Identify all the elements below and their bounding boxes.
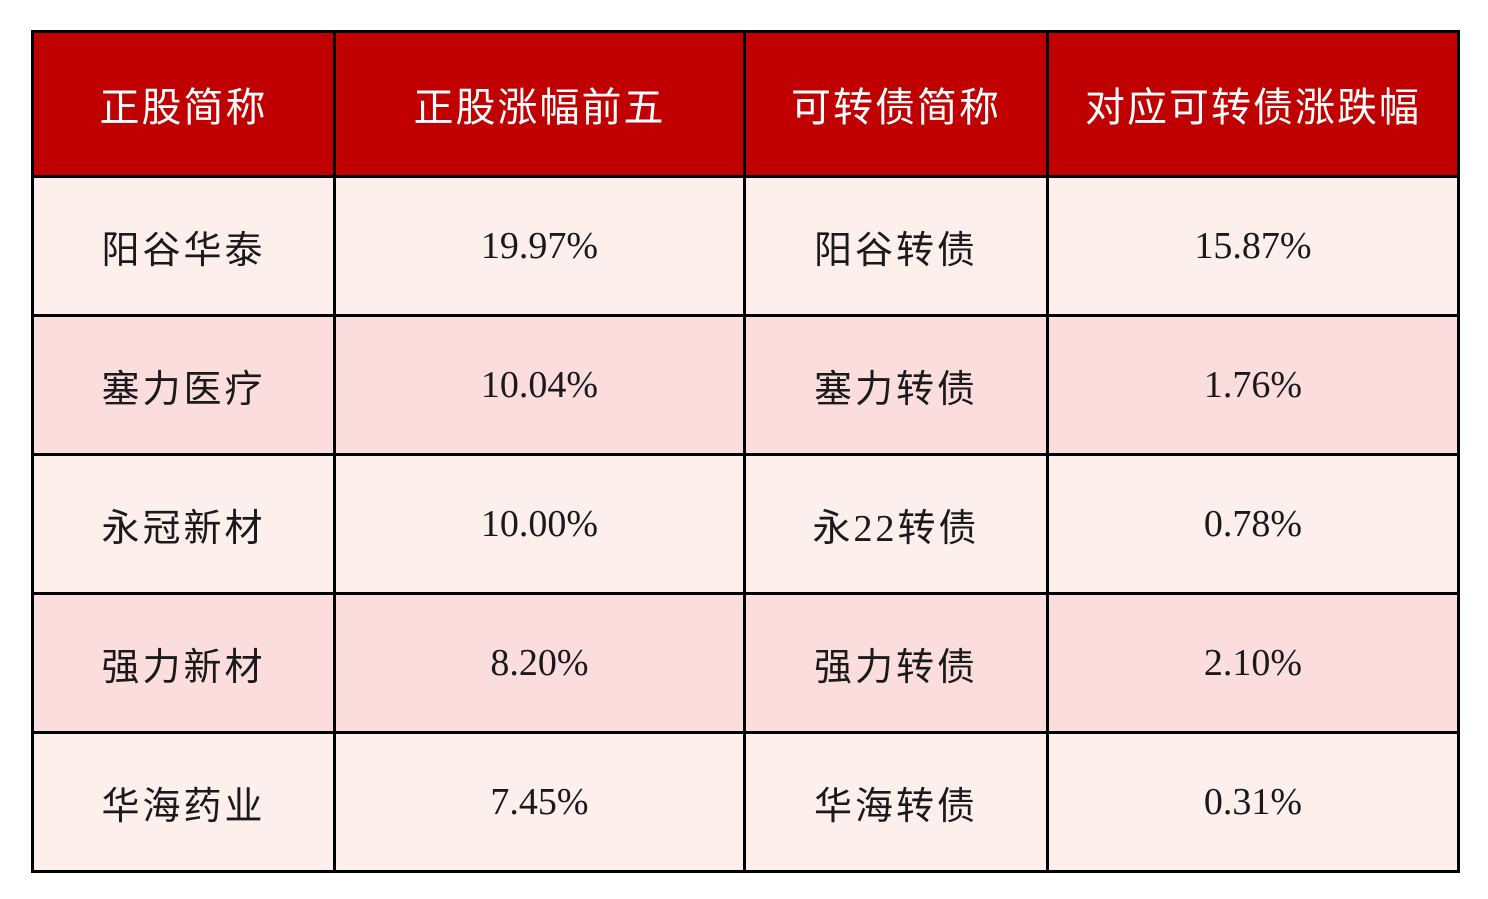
cell-stock-name: 华海药业 <box>31 731 336 873</box>
column-header-stock-change: 正股涨幅前五 <box>333 30 746 178</box>
cell-bond-change: 2.10% <box>1046 592 1460 734</box>
cell-bond-name: 永22转债 <box>743 453 1049 595</box>
table-container: 正股简称 正股涨幅前五 可转债简称 对应可转债涨跌幅 阳谷华泰 19.97% 阳… <box>31 30 1460 873</box>
cell-stock-change: 10.00% <box>333 453 746 595</box>
column-header-bond-change: 对应可转债涨跌幅 <box>1046 30 1460 178</box>
cell-bond-change: 15.87% <box>1046 175 1460 317</box>
column-header-bond-name: 可转债简称 <box>743 30 1049 178</box>
cell-bond-name: 强力转债 <box>743 592 1049 734</box>
cell-bond-change: 1.76% <box>1046 314 1460 456</box>
table-row: 强力新材 8.20% 强力转债 2.10% <box>31 592 1460 734</box>
cell-stock-change: 8.20% <box>333 592 746 734</box>
column-header-stock-name: 正股简称 <box>31 30 336 178</box>
table-body: 阳谷华泰 19.97% 阳谷转债 15.87% 塞力医疗 10.04% 塞力转债… <box>31 175 1460 873</box>
cell-stock-name: 强力新材 <box>31 592 336 734</box>
cell-stock-name: 阳谷华泰 <box>31 175 336 317</box>
convertible-bond-table: 正股简称 正股涨幅前五 可转债简称 对应可转债涨跌幅 阳谷华泰 19.97% 阳… <box>31 30 1460 873</box>
header-row: 正股简称 正股涨幅前五 可转债简称 对应可转债涨跌幅 <box>31 30 1460 178</box>
cell-stock-name: 塞力医疗 <box>31 314 336 456</box>
cell-stock-name: 永冠新材 <box>31 453 336 595</box>
cell-bond-change: 0.78% <box>1046 453 1460 595</box>
table-row: 华海药业 7.45% 华海转债 0.31% <box>31 731 1460 873</box>
cell-bond-name: 阳谷转债 <box>743 175 1049 317</box>
table-header: 正股简称 正股涨幅前五 可转债简称 对应可转债涨跌幅 <box>31 30 1460 178</box>
cell-stock-change: 7.45% <box>333 731 746 873</box>
cell-stock-change: 19.97% <box>333 175 746 317</box>
cell-bond-name: 华海转债 <box>743 731 1049 873</box>
table-row: 塞力医疗 10.04% 塞力转债 1.76% <box>31 314 1460 456</box>
cell-bond-name: 塞力转债 <box>743 314 1049 456</box>
table-row: 阳谷华泰 19.97% 阳谷转债 15.87% <box>31 175 1460 317</box>
cell-bond-change: 0.31% <box>1046 731 1460 873</box>
table-row: 永冠新材 10.00% 永22转债 0.78% <box>31 453 1460 595</box>
cell-stock-change: 10.04% <box>333 314 746 456</box>
